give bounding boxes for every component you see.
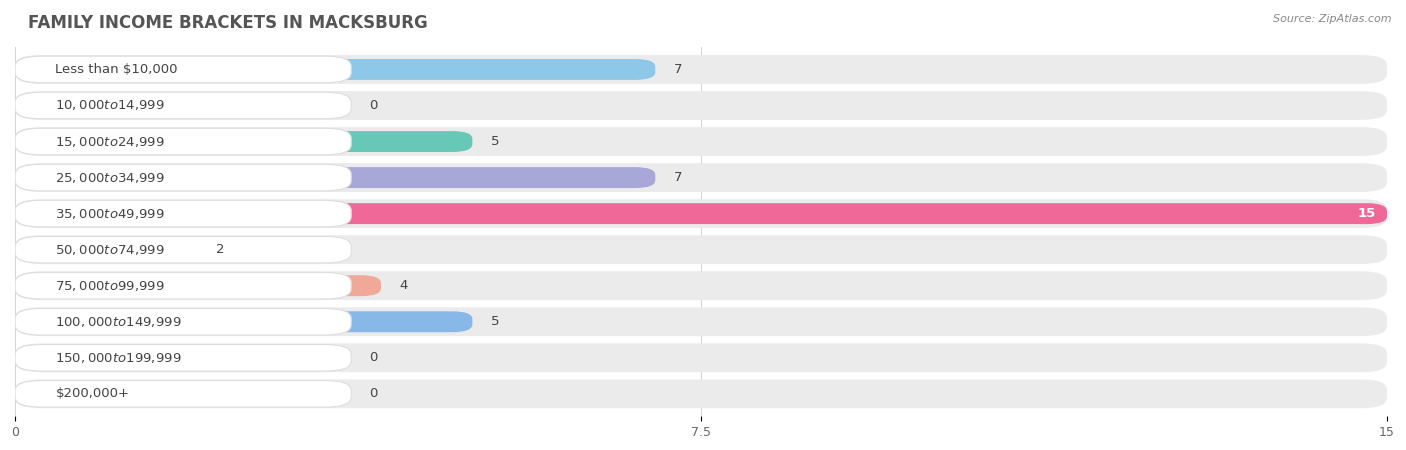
Text: 7: 7 xyxy=(673,63,682,76)
Text: 7: 7 xyxy=(673,171,682,184)
FancyBboxPatch shape xyxy=(15,131,472,152)
FancyBboxPatch shape xyxy=(15,311,472,332)
FancyBboxPatch shape xyxy=(15,271,1386,300)
FancyBboxPatch shape xyxy=(15,164,352,191)
FancyBboxPatch shape xyxy=(15,92,352,119)
Text: 4: 4 xyxy=(399,279,408,292)
FancyBboxPatch shape xyxy=(15,91,1386,120)
Text: $100,000 to $149,999: $100,000 to $149,999 xyxy=(55,315,181,329)
Text: Less than $10,000: Less than $10,000 xyxy=(55,63,179,76)
FancyBboxPatch shape xyxy=(15,55,1386,84)
FancyBboxPatch shape xyxy=(15,345,352,371)
FancyBboxPatch shape xyxy=(15,381,352,407)
FancyBboxPatch shape xyxy=(15,199,1386,228)
Text: $75,000 to $99,999: $75,000 to $99,999 xyxy=(55,279,165,292)
Text: $50,000 to $74,999: $50,000 to $74,999 xyxy=(55,243,165,256)
FancyBboxPatch shape xyxy=(15,236,352,263)
Text: $200,000+: $200,000+ xyxy=(55,387,129,400)
Text: $25,000 to $34,999: $25,000 to $34,999 xyxy=(55,171,165,184)
FancyBboxPatch shape xyxy=(15,128,352,155)
Text: $35,000 to $49,999: $35,000 to $49,999 xyxy=(55,207,165,220)
Text: Source: ZipAtlas.com: Source: ZipAtlas.com xyxy=(1274,14,1392,23)
FancyBboxPatch shape xyxy=(15,309,352,335)
FancyBboxPatch shape xyxy=(15,167,655,188)
FancyBboxPatch shape xyxy=(15,56,352,83)
Text: 5: 5 xyxy=(491,315,499,328)
FancyBboxPatch shape xyxy=(15,275,381,296)
FancyBboxPatch shape xyxy=(15,127,1386,156)
Text: $10,000 to $14,999: $10,000 to $14,999 xyxy=(55,99,165,112)
FancyBboxPatch shape xyxy=(15,272,352,299)
FancyBboxPatch shape xyxy=(15,343,1386,372)
Text: $150,000 to $199,999: $150,000 to $199,999 xyxy=(55,351,181,365)
FancyBboxPatch shape xyxy=(15,379,1386,408)
FancyBboxPatch shape xyxy=(15,307,1386,336)
FancyBboxPatch shape xyxy=(15,235,1386,264)
FancyBboxPatch shape xyxy=(15,200,352,227)
Text: 0: 0 xyxy=(370,99,378,112)
Text: $15,000 to $24,999: $15,000 to $24,999 xyxy=(55,135,165,148)
Text: 15: 15 xyxy=(1358,207,1376,220)
FancyBboxPatch shape xyxy=(15,163,1386,192)
Text: 2: 2 xyxy=(217,243,225,256)
Text: 0: 0 xyxy=(370,351,378,364)
FancyBboxPatch shape xyxy=(15,203,1386,224)
Text: 5: 5 xyxy=(491,135,499,148)
FancyBboxPatch shape xyxy=(15,59,655,80)
FancyBboxPatch shape xyxy=(15,239,198,260)
Text: 0: 0 xyxy=(370,387,378,400)
Text: FAMILY INCOME BRACKETS IN MACKSBURG: FAMILY INCOME BRACKETS IN MACKSBURG xyxy=(28,14,427,32)
